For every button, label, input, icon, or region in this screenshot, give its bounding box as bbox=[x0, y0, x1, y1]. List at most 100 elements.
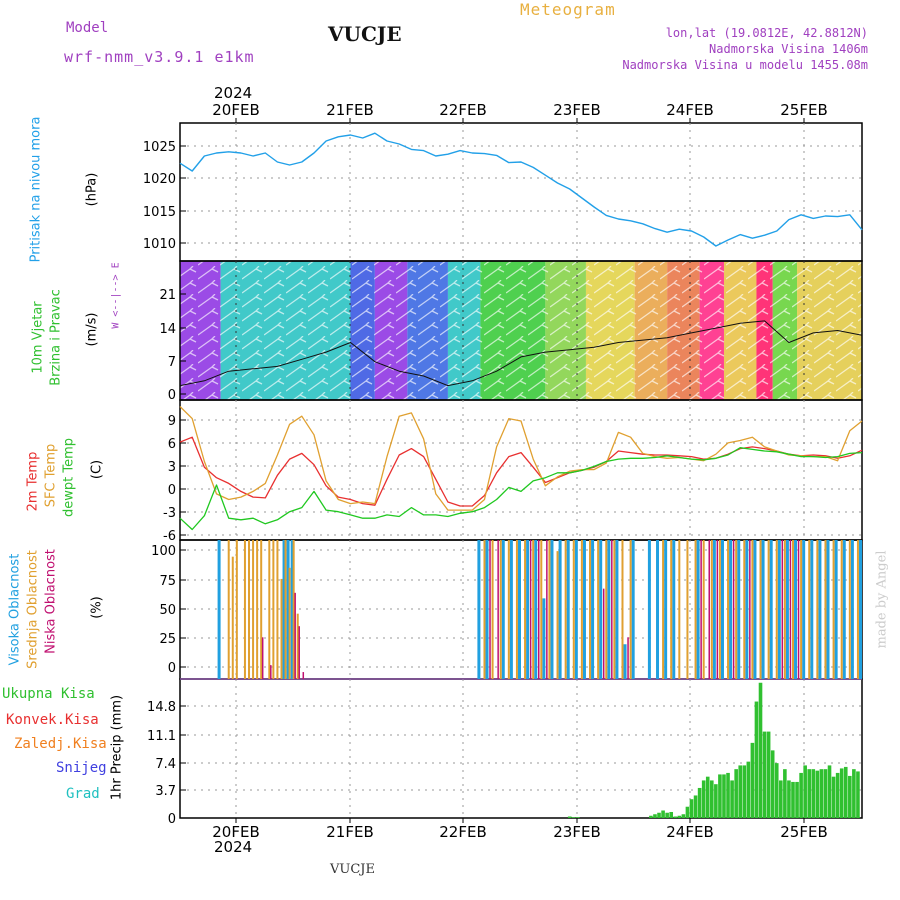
model-label: Model bbox=[66, 20, 109, 36]
cloud-bar-1-4 bbox=[248, 540, 251, 679]
cloud-bar-2-19 bbox=[789, 540, 792, 679]
precip-bar-44 bbox=[815, 770, 820, 818]
cloud-bar-0-37 bbox=[785, 540, 789, 679]
ytick-label-3-2: 50 bbox=[159, 603, 176, 618]
precip-bar-0 bbox=[567, 816, 572, 818]
ytick-label-3-4: 100 bbox=[151, 544, 176, 559]
ytick-label-0-2: 1020 bbox=[143, 172, 176, 187]
cloud-bar-2-8 bbox=[537, 540, 540, 679]
bottom-day-label-1: 21FEB bbox=[326, 823, 373, 841]
precip-bar-9 bbox=[673, 816, 678, 818]
lonlat-text: lon,lat (19.0812E, 42.8812N) bbox=[665, 26, 868, 40]
cloud-bar-1-49 bbox=[775, 540, 778, 679]
precip-bar-27 bbox=[746, 761, 751, 818]
cloud-label-high: Visoka Oblacnost bbox=[7, 553, 23, 666]
wind-label-2: Brzina i Pravac bbox=[48, 289, 64, 386]
cloud-bar-1-17 bbox=[491, 540, 494, 679]
precip-bar-16 bbox=[701, 780, 706, 818]
cloud-bar-0-17 bbox=[591, 540, 595, 679]
cloud-bar-2-14 bbox=[708, 540, 710, 679]
precip-bar-4 bbox=[653, 814, 657, 818]
cloud-bar-1-7 bbox=[260, 540, 263, 679]
pressure-line bbox=[179, 132, 863, 247]
cloud-bar-0-27 bbox=[696, 540, 700, 679]
precip-bar-43 bbox=[811, 769, 816, 818]
precip-bar-34 bbox=[774, 763, 779, 818]
precip-legend-frz: Zaledj.Kisa bbox=[14, 736, 107, 752]
top-day-label-0: 20FEB bbox=[212, 101, 259, 119]
precip-bar-12 bbox=[685, 806, 690, 818]
cloud-bar-2-12 bbox=[627, 637, 629, 679]
cloud-bar-1-25 bbox=[556, 551, 559, 679]
cloud-bar-1-29 bbox=[589, 540, 592, 679]
cloud-bar-1-48 bbox=[767, 540, 770, 679]
bottom-day-label-0: 20FEB bbox=[212, 823, 259, 841]
ytick-label-2-3: 3 bbox=[168, 460, 176, 475]
cloud-bar-1-28 bbox=[580, 540, 583, 679]
cloud-bar-0-36 bbox=[777, 540, 781, 679]
cloud-bar-1-41 bbox=[710, 540, 713, 679]
precip-bar-28 bbox=[750, 742, 755, 818]
ytick-label-0-0: 1010 bbox=[143, 237, 176, 252]
panels bbox=[179, 122, 863, 819]
precip-bar-52 bbox=[848, 775, 852, 818]
cloud-bar-0-34 bbox=[761, 540, 765, 679]
wind-barb-texture bbox=[180, 261, 862, 400]
cloud-bar-2-7 bbox=[529, 540, 532, 679]
precip-bar-50 bbox=[839, 768, 844, 818]
bottom-day-label-4: 24FEB bbox=[666, 823, 713, 841]
cloud-bar-1-23 bbox=[540, 540, 543, 679]
cloud-bar-0-20 bbox=[615, 540, 619, 679]
wind-label-1: 10m Vjetar bbox=[30, 301, 46, 374]
temp-label-sfc: SFC Temp bbox=[43, 443, 59, 508]
cloud-bar-2-3 bbox=[298, 626, 300, 679]
ytick-label-2-0: -6 bbox=[163, 529, 176, 544]
precip-bar-33 bbox=[770, 750, 775, 818]
cloud-bar-0-8 bbox=[518, 540, 521, 679]
cloud-label-mid: Srednja Oblacnost bbox=[25, 550, 41, 669]
cloud-bar-2-20 bbox=[797, 540, 800, 679]
ytick-label-4-0: 0 bbox=[168, 812, 176, 827]
ytick-label-4-3: 11.1 bbox=[147, 729, 176, 744]
ytick-label-1-1: 7 bbox=[168, 355, 176, 370]
cloud-bar-1-19 bbox=[507, 540, 510, 679]
cloud-bar-0-30 bbox=[729, 540, 733, 679]
ytick-label-0-1: 1015 bbox=[143, 205, 176, 220]
top-day-label-5: 25FEB bbox=[780, 101, 827, 119]
cloud-bar-1-44 bbox=[735, 540, 738, 679]
cloud-bar-1-14 bbox=[292, 540, 295, 679]
cloud-bar-2-15 bbox=[716, 540, 719, 679]
ytick-label-2-5: 9 bbox=[168, 414, 176, 429]
precip-bar-20 bbox=[718, 774, 722, 818]
pressure-label: Pritisak na nivou mora bbox=[28, 116, 44, 263]
cloud-bar-0-21 bbox=[623, 644, 627, 679]
ytick-label-3-1: 25 bbox=[159, 632, 176, 647]
ytick-label-4-2: 7.4 bbox=[155, 757, 176, 772]
cloud-bar-0-10 bbox=[534, 540, 538, 679]
year-label-bottom: 2024 bbox=[214, 838, 253, 856]
cloud-bar-0-22 bbox=[631, 540, 635, 679]
cloud-bar-0-33 bbox=[753, 540, 757, 679]
cloud-bar-0-15 bbox=[574, 540, 578, 679]
precip-bar-32 bbox=[766, 731, 771, 818]
cloud-bar-1-3 bbox=[243, 540, 246, 679]
model-name: wrf-nmm_v3.9.1 e1km bbox=[64, 48, 255, 66]
cloud-bar-1-24 bbox=[548, 540, 551, 679]
precip-bar-24 bbox=[734, 769, 738, 818]
precip-bar-53 bbox=[852, 769, 856, 818]
cloud-bar-1-38 bbox=[686, 540, 689, 679]
precip-bar-2 bbox=[576, 817, 580, 818]
precip-bar-45 bbox=[819, 769, 824, 818]
cloud-bar-0-35 bbox=[769, 540, 773, 679]
precip-bar-48 bbox=[831, 776, 836, 818]
precip-bar-40 bbox=[799, 772, 803, 818]
precip-bar-54 bbox=[856, 771, 860, 818]
precip-bar-46 bbox=[823, 769, 828, 818]
ytick-label-3-0: 0 bbox=[168, 661, 176, 676]
precip-bar-6 bbox=[661, 810, 665, 818]
cloud-bar-1-45 bbox=[743, 540, 746, 679]
top-day-label-4: 24FEB bbox=[666, 101, 713, 119]
cloud-bar-0-45 bbox=[850, 540, 854, 679]
cloud-bar-1-21 bbox=[524, 540, 527, 679]
cloud-bar-2-4 bbox=[302, 672, 305, 679]
